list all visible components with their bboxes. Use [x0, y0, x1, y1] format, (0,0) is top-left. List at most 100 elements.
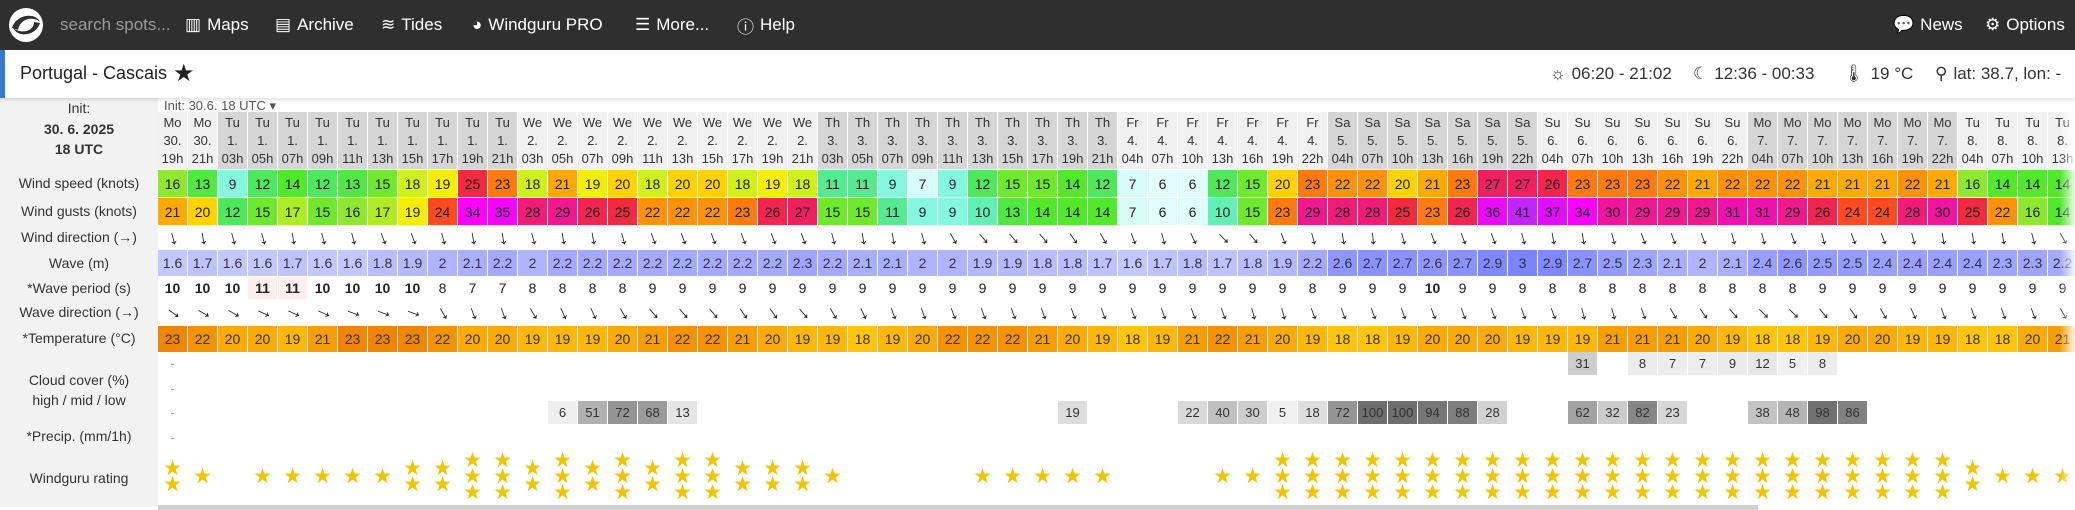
- rating-star-icon: ★: [973, 465, 992, 488]
- nav-archive[interactable]: ▤ Archive: [275, 0, 354, 50]
- wave-period-cell: 9: [728, 277, 758, 300]
- cloud-low-cell: [1148, 401, 1178, 425]
- rating-star-icon: ★: [1243, 465, 1262, 488]
- header-date: 5.: [1517, 133, 1528, 148]
- favorite-star-icon[interactable]: ★: [173, 60, 195, 87]
- wave-height-cell: 2.3: [788, 250, 818, 277]
- header-day: Sa: [1454, 115, 1471, 130]
- cloud-low-cell: 19: [1058, 401, 1088, 425]
- wave-arrow-icon: ↓: [280, 303, 305, 322]
- wave-period-cell: 8: [518, 277, 548, 300]
- precipitation-cell: [1928, 425, 1958, 449]
- rating-star-icon: ★: [1213, 465, 1232, 488]
- forecast-column-header: Tu 1. 15h: [398, 112, 428, 170]
- nav-more[interactable]: ☰ More...: [635, 0, 709, 50]
- cloud-high-cell: [968, 352, 998, 376]
- wave-period-cell: 7: [458, 277, 488, 300]
- rating-star-icon: ★: [373, 465, 392, 488]
- cloud-low-cell: [368, 401, 398, 425]
- wave-arrow-icon: ↓: [340, 304, 365, 321]
- nav-maps[interactable]: ▥ Maps: [185, 0, 249, 50]
- wave-height-cell: 2.2: [488, 250, 518, 277]
- nav-help[interactable]: ⓘ Help: [737, 0, 795, 50]
- wind-arrow-icon: ↓: [1874, 225, 1891, 250]
- coordinates[interactable]: ⚲ lat: 38.7, lon: -: [1935, 64, 2061, 84]
- thermometer-icon: 🌡: [1843, 64, 1865, 83]
- wave-direction-cell: ↓: [278, 300, 308, 326]
- search-input[interactable]: [60, 12, 176, 38]
- header-date: 6.: [1577, 133, 1588, 148]
- wind-arrow-icon: ↓: [434, 225, 451, 250]
- wind-speed-cell: 19: [428, 170, 458, 198]
- wave-direction-cell: ↓: [1628, 300, 1658, 326]
- header-day: Fr: [1306, 115, 1319, 130]
- cloud-low-cell: 98: [1808, 401, 1838, 425]
- rating-star-icon: ★: [613, 481, 632, 504]
- wind-arrow-icon: ↓: [1211, 226, 1234, 249]
- precipitation-cell: [548, 425, 578, 449]
- cloud-low-cell: [818, 401, 848, 425]
- forecast-column-header: We 2. 07h: [578, 112, 608, 170]
- wave-direction-cell: ↓: [1388, 300, 1418, 326]
- windguru-logo-icon[interactable]: [6, 6, 46, 44]
- wave-arrow-icon: ↓: [494, 300, 511, 325]
- wave-arrow-icon: ↓: [1094, 300, 1111, 325]
- tides-icon: ≋: [381, 15, 396, 34]
- wind-arrow-icon: ↓: [1092, 225, 1113, 250]
- horizontal-scrollbar[interactable]: [158, 505, 1758, 510]
- wave-arrow-icon: ↓: [944, 300, 961, 325]
- cloud-high-cell: [428, 352, 458, 376]
- nav-news[interactable]: 💬 News: [1893, 0, 1963, 50]
- rating-star-icon: ★: [1693, 465, 1712, 488]
- rating-star-icon: ★: [1573, 465, 1592, 488]
- wave-height-cell: 2.4: [1898, 250, 1928, 277]
- nav-windguru-pro[interactable]: ◕ Windguru PRO: [472, 0, 603, 50]
- rating-cell: ★: [1238, 450, 1268, 505]
- header-date: 7.: [1757, 133, 1768, 148]
- header-date: 5.: [1487, 133, 1498, 148]
- wind-arrow-icon: ↓: [1424, 225, 1441, 250]
- rating-star-icon: ★: [1003, 465, 1022, 488]
- cloud-mid-cell: [938, 377, 968, 401]
- temperature-cell: 19: [1898, 326, 1928, 353]
- forecast-column-header: Th 3. 13h: [968, 112, 998, 170]
- wind-arrow-icon: ↓: [914, 225, 931, 250]
- precipitation-cell: [608, 425, 638, 449]
- header-date: 2.: [707, 133, 718, 148]
- init-select[interactable]: Init: 30.6. 18 UTC ▾: [164, 98, 277, 113]
- rating-star-icon: ★: [1873, 449, 1892, 472]
- wave-period-cell: 9: [1328, 277, 1358, 300]
- cloud-low-cell: 48: [1778, 401, 1808, 425]
- header-day: We: [702, 115, 723, 130]
- nav-options[interactable]: ⚙ Options: [1985, 0, 2065, 50]
- wave-height-cell: 2.7: [1388, 250, 1418, 277]
- wind-direction-cell: ↓: [1868, 225, 1898, 250]
- header-hour: 13h: [1841, 151, 1864, 166]
- wave-direction-cell: ↓: [308, 300, 338, 326]
- wave-height-cell: 1.6: [308, 250, 338, 277]
- precipitation-cell: [458, 425, 488, 449]
- rating-cell: ★ ★: [1958, 450, 1988, 505]
- wave-height-cell: 1.6: [158, 250, 188, 277]
- precipitation-cell: [908, 425, 938, 449]
- header-hour: 09h: [611, 151, 634, 166]
- wind-gusts-cell: 20: [188, 198, 218, 226]
- wave-direction-cell: ↓: [848, 300, 878, 326]
- wave-period-cell: 9: [1088, 277, 1118, 300]
- header-day: We: [792, 115, 813, 130]
- cloud-high-cell: [1598, 352, 1628, 376]
- wave-direction-cell: ↓: [968, 300, 998, 326]
- forecast-column-header: We 2. 19h: [758, 112, 788, 170]
- rating-star-icon: ★: [793, 473, 812, 496]
- header-hour: 16h: [1451, 151, 1474, 166]
- wave-height-cell: 1.6: [248, 250, 278, 277]
- header-date: 7.: [1907, 133, 1918, 148]
- temperature-cell: 19: [548, 326, 578, 353]
- wind-direction-cell: ↓: [1148, 226, 1178, 250]
- rating-cell: ★ ★ ★: [458, 450, 488, 505]
- wind-direction-cell: ↓: [968, 226, 998, 250]
- cloud-mid-cell: [1898, 377, 1928, 401]
- wave-height-cell: 1.7: [188, 250, 218, 277]
- nav-tides[interactable]: ≋ Tides: [381, 0, 442, 50]
- wind-direction-cell: ↓: [2018, 226, 2048, 250]
